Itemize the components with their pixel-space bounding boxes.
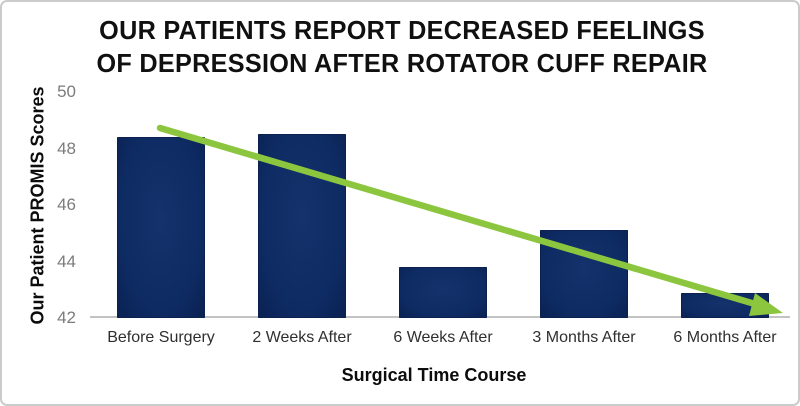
y-tick-label-44: 44 (57, 251, 76, 271)
x-tick-label-6-weeks-after: 6 Weeks After (393, 329, 493, 346)
x-tick-label-6-months-after: 6 Months After (673, 329, 777, 346)
chart-title: OUR PATIENTS REPORT DECREASED FEELINGS O… (2, 14, 798, 80)
y-tick-label-50: 50 (57, 82, 76, 101)
y-tick-label-48: 48 (57, 138, 76, 158)
bar-3-months-after (540, 230, 628, 318)
x-tick-label-3-months-after: 3 Months After (532, 329, 636, 346)
bar-before-surgery (117, 137, 205, 318)
x-tick-label-2-weeks-after: 2 Weeks After (252, 329, 352, 346)
bar-6-months-after (681, 292, 769, 318)
y-tick-label-42: 42 (57, 308, 76, 327)
chart-title-line-2: OF DEPRESSION AFTER ROTATOR CUFF REPAIR (96, 48, 708, 78)
x-tick-label-before-surgery: Before Surgery (107, 329, 215, 346)
chart-title-line-1: OUR PATIENTS REPORT DECREASED FEELINGS (99, 15, 705, 45)
y-tick-label-46: 46 (57, 195, 76, 214)
x-axis-title: Surgical Time Course (341, 365, 527, 385)
bar-2-weeks-after (258, 134, 346, 318)
bar-6-weeks-after (399, 267, 487, 318)
